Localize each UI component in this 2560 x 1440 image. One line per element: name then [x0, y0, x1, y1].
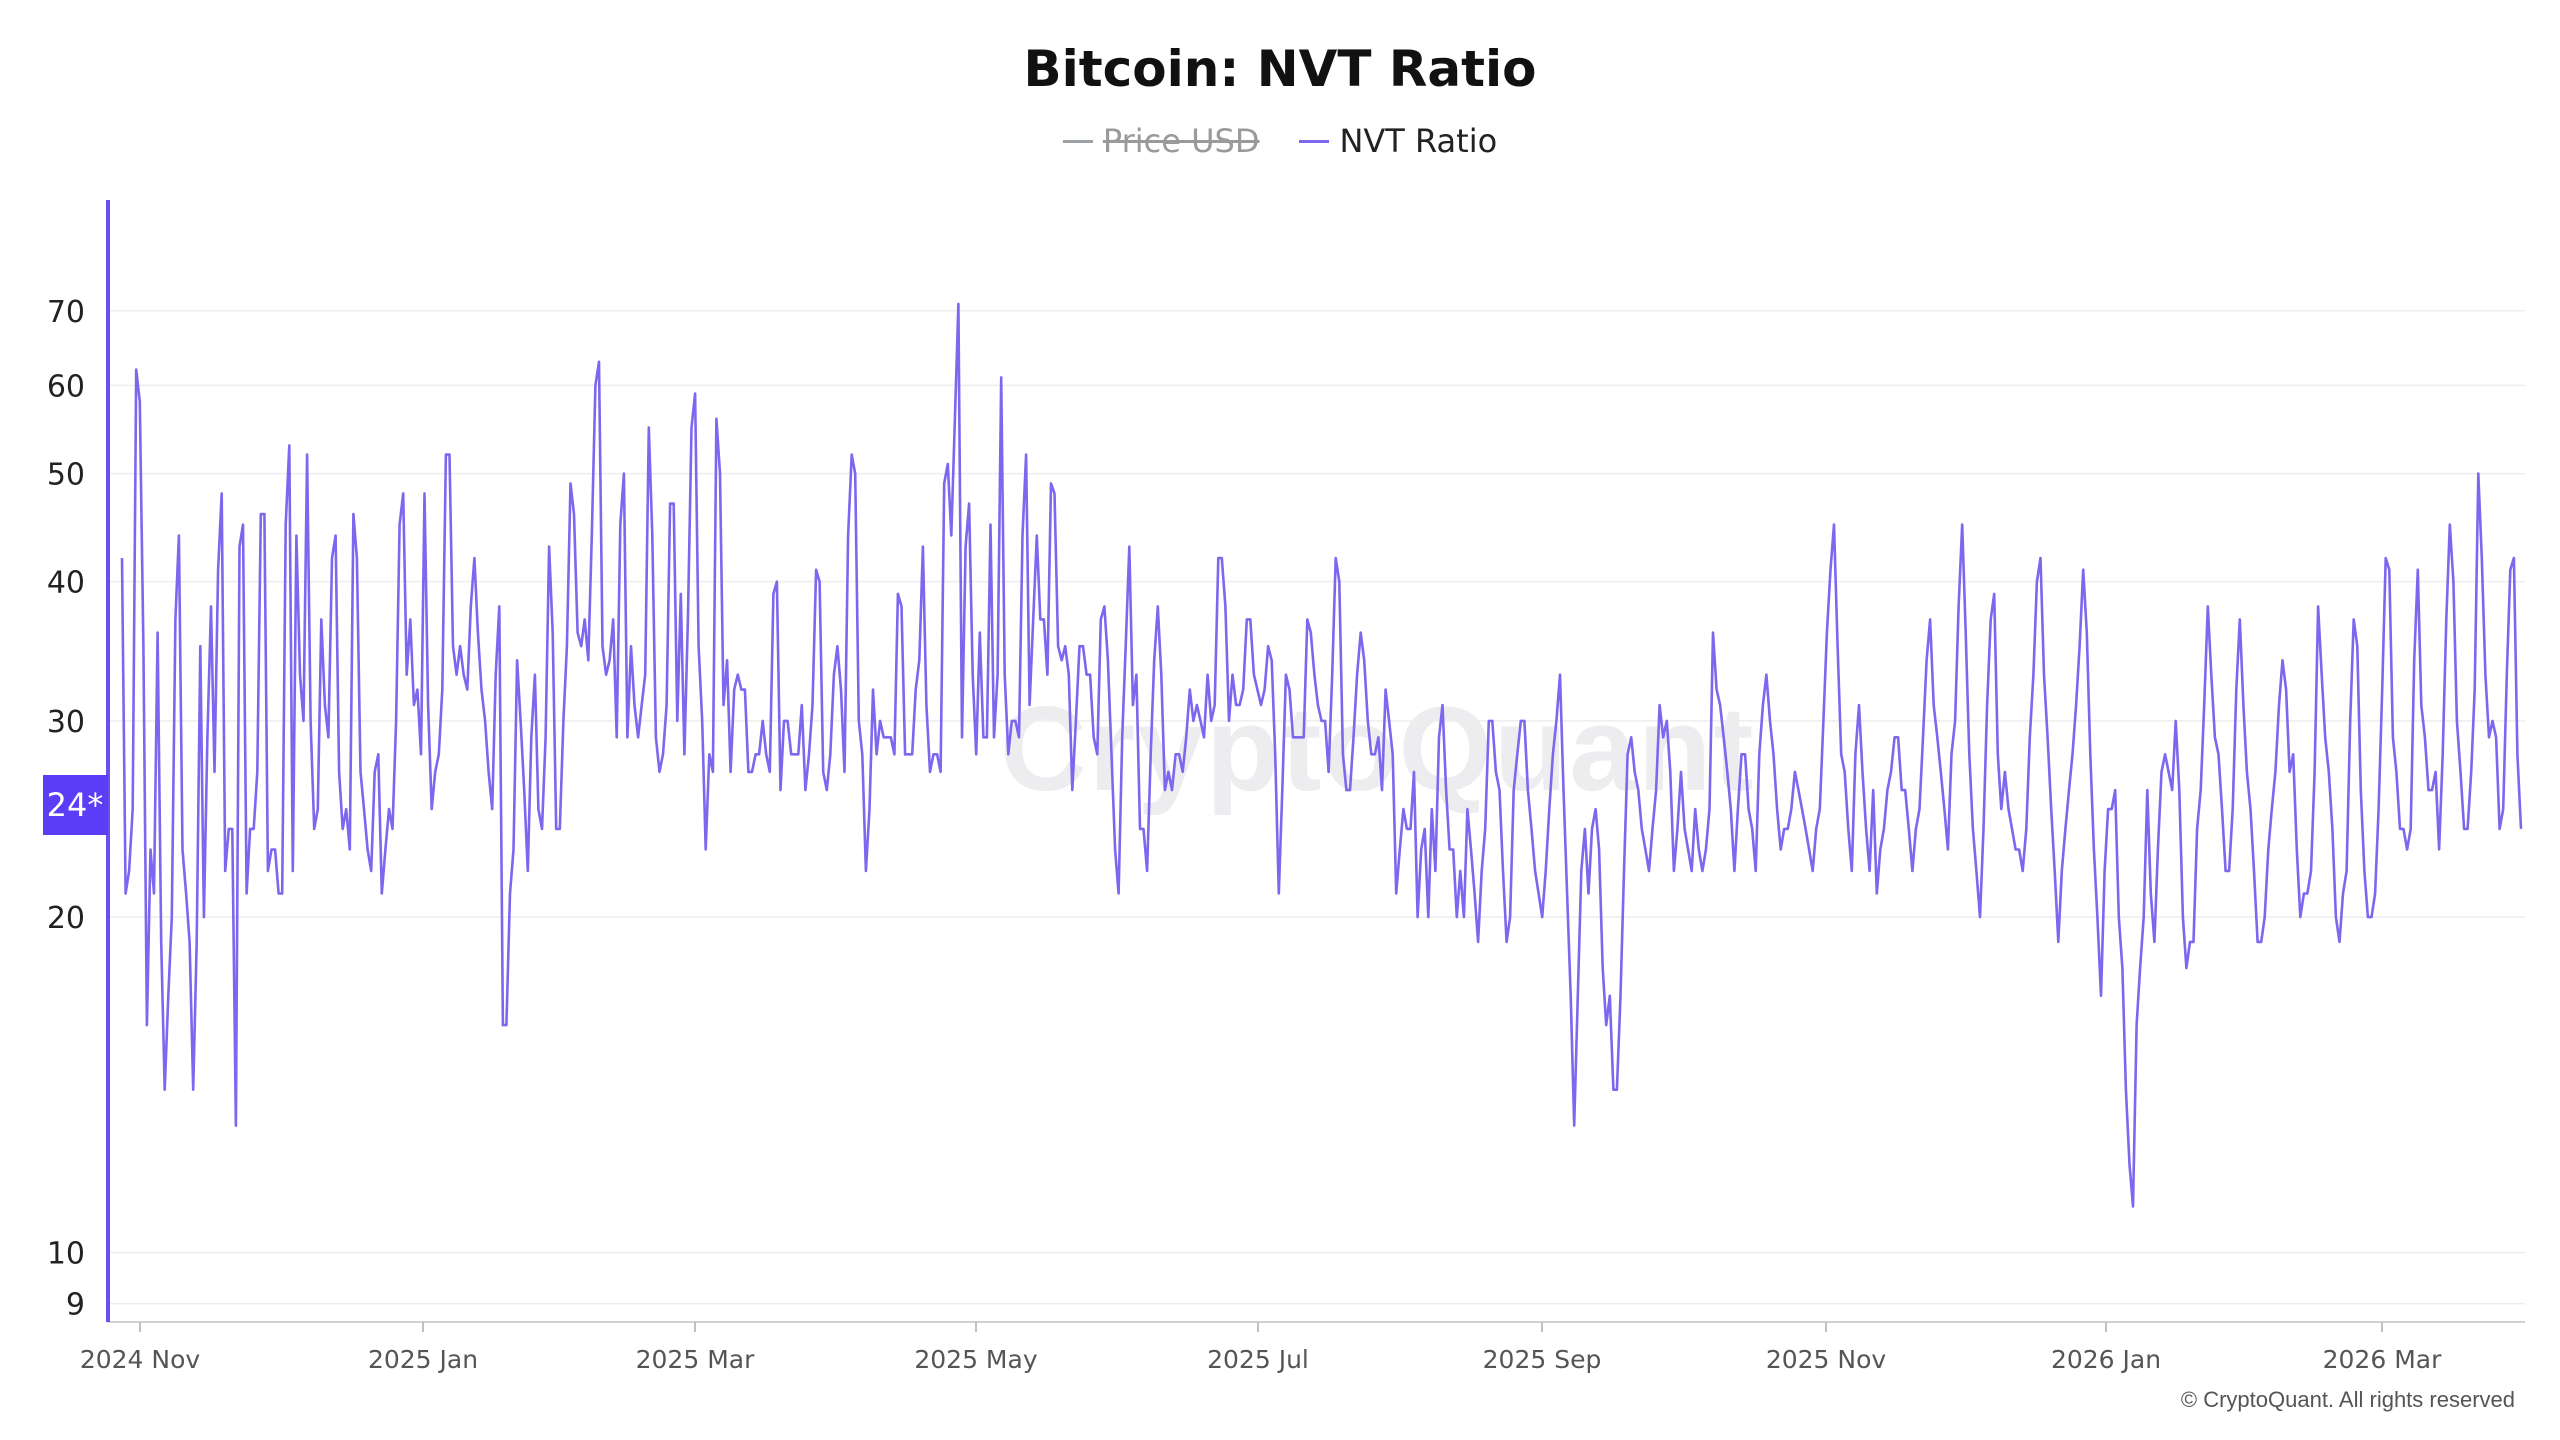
y-tick-label-70: 70: [47, 295, 85, 330]
y-tick-label-9: 9: [66, 1288, 85, 1323]
current-value-label: 24*: [47, 786, 104, 824]
y-tick-label-40: 40: [47, 566, 85, 601]
x-tick-label: 2025 Mar: [636, 1345, 755, 1374]
legend-item-nvt-ratio[interactable]: NVT Ratio: [1299, 122, 1497, 160]
x-tick-label: 2026 Jan: [2051, 1345, 2161, 1374]
y-tick-label-30: 30: [47, 705, 85, 740]
y-tick-label-10: 10: [47, 1237, 85, 1272]
x-tick-label: 2025 Sep: [1483, 1345, 1602, 1374]
y-tick-label-20: 20: [47, 901, 85, 936]
y-tick-label-50: 50: [47, 458, 85, 493]
legend-item-price-usd[interactable]: Price USD: [1062, 122, 1260, 160]
nvt-ratio-series-line[interactable]: [120, 302, 2523, 1208]
legend-swatch-price-usd: [1062, 139, 1093, 143]
chart-legend: Price USD NVT Ratio: [0, 122, 2560, 160]
x-tick-label: 2025 Jan: [368, 1345, 478, 1374]
legend-label-nvt-ratio: NVT Ratio: [1339, 122, 1498, 160]
x-tick-label: 2024 Nov: [80, 1345, 201, 1374]
legend-label-price-usd: Price USD: [1102, 122, 1260, 160]
current-value-badge: [43, 775, 108, 835]
x-tick-label: 2025 Nov: [1766, 1345, 1887, 1374]
x-tick-label: 2025 Jul: [1207, 1345, 1309, 1374]
chart-title: Bitcoin: NVT Ratio: [1023, 40, 1537, 98]
legend-swatch-nvt-ratio: [1299, 139, 1330, 143]
x-tick-label: 2026 Mar: [2323, 1345, 2442, 1374]
copyright-text: © CryptoQuant. All rights reserved: [2180, 1387, 2515, 1412]
y-tick-label-60: 60: [47, 369, 85, 404]
x-tick-label: 2025 May: [914, 1345, 1037, 1374]
